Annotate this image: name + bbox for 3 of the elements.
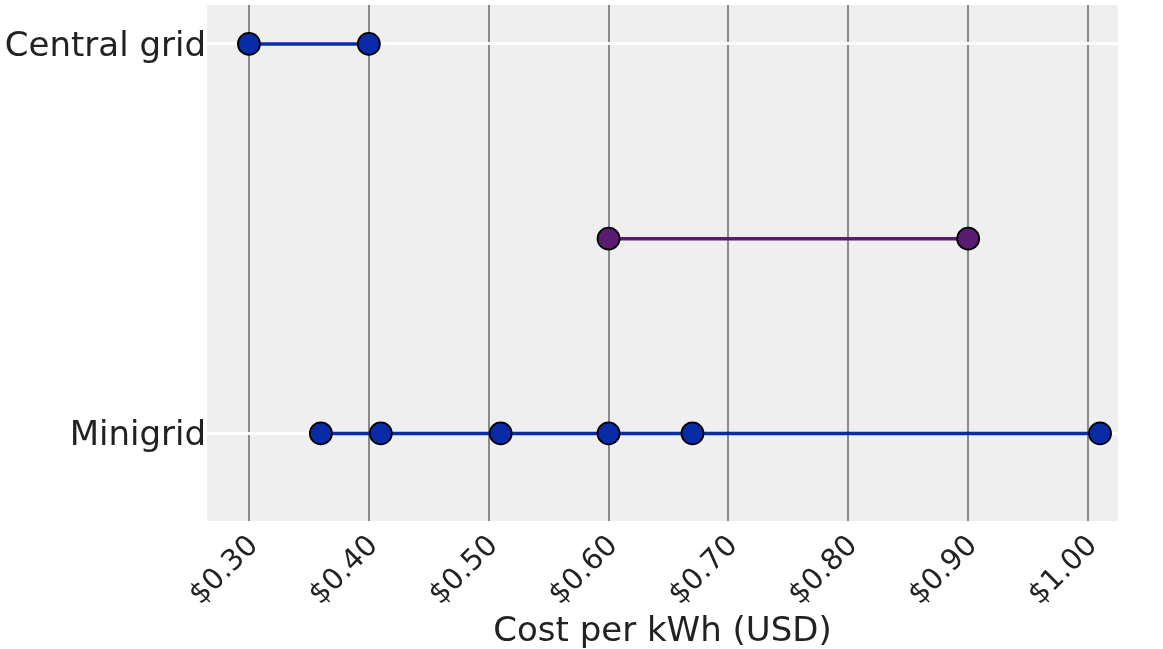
y-tick-label: Central grid: [4, 23, 206, 64]
y-tick-label: Minigrid: [69, 413, 206, 454]
x-axis-title: Cost per kWh (USD): [493, 609, 832, 649]
